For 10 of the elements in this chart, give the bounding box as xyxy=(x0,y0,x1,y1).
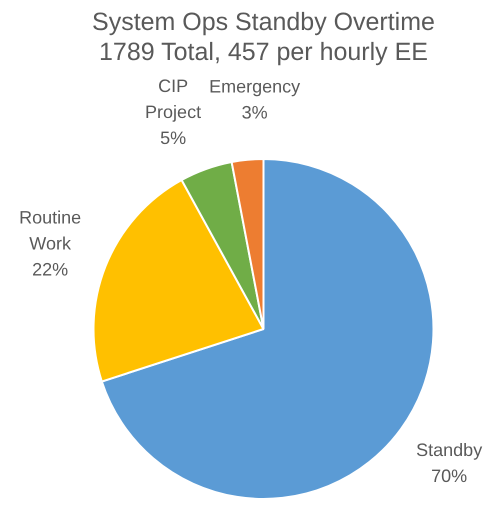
slice-label: Emergency xyxy=(209,76,300,96)
data-label: 22% xyxy=(32,259,68,280)
chart-subtitle: 1789 Total, 457 per hourly EE xyxy=(99,38,428,66)
slice-label: CIP Project xyxy=(145,76,202,122)
data-label: 5% xyxy=(160,128,186,148)
data-label: 70% xyxy=(431,466,468,486)
slice-label: Standby xyxy=(416,440,482,460)
chart-title: System Ops Standby Overtime xyxy=(92,8,435,36)
slice-label: Routine Work xyxy=(19,207,82,254)
data-label: 3% xyxy=(242,102,268,122)
